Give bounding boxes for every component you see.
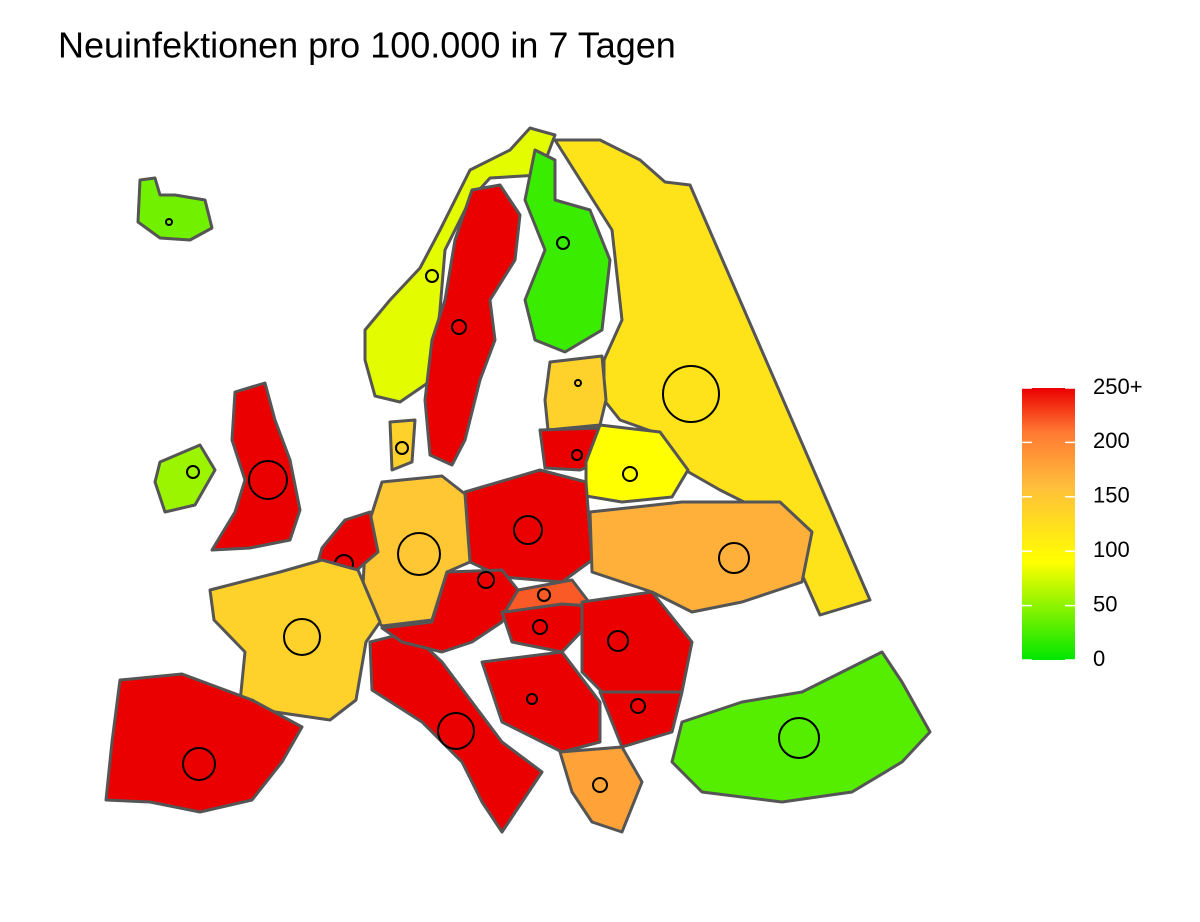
region-marker bbox=[574, 379, 582, 387]
region-marker bbox=[283, 618, 321, 656]
legend-label: 0 bbox=[1093, 646, 1105, 671]
region-marker bbox=[477, 571, 495, 589]
region bbox=[503, 578, 594, 614]
region-marker bbox=[662, 365, 720, 423]
region-marker bbox=[165, 218, 173, 226]
region-marker bbox=[778, 717, 820, 759]
region bbox=[670, 650, 932, 804]
region bbox=[363, 126, 557, 404]
region-marker bbox=[451, 319, 467, 335]
region bbox=[423, 183, 522, 467]
region bbox=[463, 468, 594, 584]
legend-label: 150 bbox=[1093, 483, 1130, 508]
region bbox=[104, 672, 304, 814]
region-marker bbox=[622, 466, 638, 482]
legend-label: 50 bbox=[1093, 591, 1117, 616]
region-marker bbox=[718, 542, 750, 574]
region bbox=[598, 690, 684, 749]
legend: 250+ 200 150 100 50 0 bbox=[1022, 374, 1143, 671]
region bbox=[380, 568, 520, 654]
region bbox=[388, 418, 417, 472]
region-marker bbox=[571, 449, 583, 461]
legend-label: 200 bbox=[1093, 428, 1130, 453]
region bbox=[480, 650, 602, 754]
region bbox=[523, 148, 612, 354]
legend-label: 100 bbox=[1093, 537, 1130, 562]
region-marker bbox=[425, 269, 439, 283]
legend-label: 250+ bbox=[1093, 374, 1143, 399]
region bbox=[558, 745, 644, 834]
region-marker bbox=[556, 236, 570, 250]
color-bar bbox=[1022, 388, 1075, 660]
region bbox=[136, 176, 214, 242]
region-marker bbox=[248, 460, 288, 500]
region bbox=[153, 443, 217, 514]
region-marker bbox=[537, 588, 551, 602]
region-marker bbox=[592, 777, 608, 793]
region bbox=[588, 500, 814, 614]
region-marker bbox=[532, 619, 548, 635]
region-marker bbox=[526, 693, 538, 705]
region bbox=[208, 558, 382, 722]
regions bbox=[104, 126, 932, 834]
region bbox=[543, 354, 608, 432]
region bbox=[584, 423, 690, 504]
map-title: Neuinfektionen pro 100.000 in 7 Tagen bbox=[58, 25, 676, 66]
region-marker bbox=[186, 465, 200, 479]
region-marker bbox=[182, 747, 216, 781]
region bbox=[368, 630, 544, 834]
region-marker bbox=[437, 712, 475, 750]
region-marker bbox=[397, 532, 441, 576]
region-marker bbox=[395, 441, 409, 455]
region-marker bbox=[513, 515, 543, 545]
region-marker bbox=[607, 630, 629, 652]
region-marker bbox=[630, 698, 646, 714]
